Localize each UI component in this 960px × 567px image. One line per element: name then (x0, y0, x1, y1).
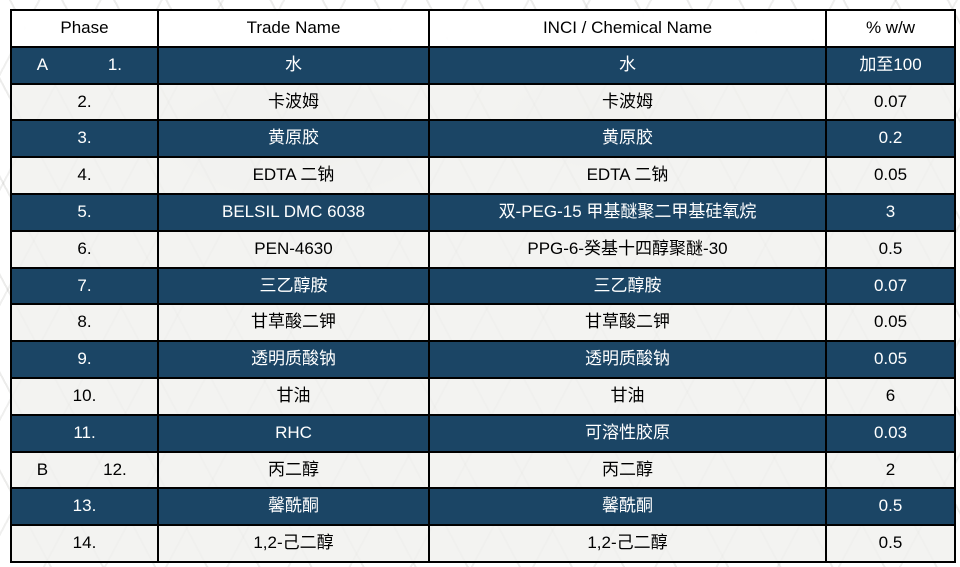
cell-percent-ww: 加至100 (825, 45, 956, 85)
table-body: A 1. 水水加至100 2. 卡波姆 卡波姆 0.07 3. 黄原胶 黄原胶 0.2 4. EDTA … (10, 45, 956, 563)
cell-percent-ww: 0.05 (825, 340, 956, 379)
cell-inci-chemical-name: 可溶性胶原 (428, 413, 827, 453)
cell-percent-ww: 0.5 (825, 487, 956, 527)
row-number: 13. (72, 496, 97, 516)
cell-inci-chemical-name: PPG-6-癸基十四醇聚醚-30 (428, 229, 827, 269)
table-row: 14. 1,2-己二醇 1,2-己二醇 0.5 (10, 524, 956, 563)
cell-percent-ww: 0.05 (825, 303, 956, 343)
cell-inci-chemical-name: 馨酰酮 (428, 487, 827, 527)
cell-inci-chemical-name: EDTA 二钠 (428, 156, 827, 195)
cell-phase: 9. (10, 340, 159, 379)
cell-inci-chemical-name: 黄原胶 (428, 119, 827, 159)
row-number: 3. (77, 128, 92, 148)
cell-phase: 13. (10, 487, 159, 527)
cell-phase: A 1. (10, 45, 159, 85)
header-row: Phase Trade Name INCI / Chemical Name % … (10, 9, 956, 48)
cell-phase: 8. (10, 303, 159, 343)
row-number: 8. (77, 312, 92, 332)
cell-phase: 14. (10, 524, 159, 563)
table-row: 7. 三乙醇胺 三乙醇胺 0.07 (10, 266, 956, 306)
cell-percent-ww: 0.5 (825, 229, 956, 269)
row-number: 10. (72, 386, 97, 406)
cell-phase: 4. (10, 156, 159, 195)
header-phase: Phase (10, 9, 159, 48)
cell-phase: 11. (10, 413, 159, 453)
cell-phase: 5. (10, 192, 159, 232)
phase-letter: B (36, 459, 49, 479)
cell-inci-chemical-name: 水 (428, 45, 827, 85)
cell-trade-name: 卡波姆 (157, 82, 430, 122)
cell-trade-name: 甘草酸二钾 (157, 303, 430, 343)
cell-percent-ww: 0.07 (825, 82, 956, 122)
table-row: 6. PEN-4630 PPG-6-癸基十四醇聚醚-30 0.5 (10, 229, 956, 269)
cell-percent-ww: 0.03 (825, 413, 956, 453)
cell-trade-name: RHC (157, 413, 430, 453)
cell-inci-chemical-name: 甘草酸二钾 (428, 303, 827, 343)
table-row: A 1. 水水加至100 (10, 45, 956, 85)
table-row: 11. RHC 可溶性胶原 0.03 (10, 413, 956, 453)
cell-percent-ww: 0.05 (825, 156, 956, 195)
phase-letter: A (36, 54, 49, 74)
row-number: 2. (77, 91, 92, 111)
cell-phase: 6. (10, 229, 159, 269)
header-trade-name: Trade Name (157, 9, 430, 48)
cell-trade-name: 馨酰酮 (157, 487, 430, 527)
cell-trade-name: EDTA 二钠 (157, 156, 430, 195)
cell-percent-ww: 0.2 (825, 119, 956, 159)
cell-trade-name: 黄原胶 (157, 119, 430, 159)
row-number: 11. (73, 422, 96, 442)
cell-inci-chemical-name: 透明质酸钠 (428, 340, 827, 379)
formulation-table: Phase Trade Name INCI / Chemical Name % … (10, 9, 956, 563)
table-row: 13. 馨酰酮 馨酰酮 0.5 (10, 487, 956, 527)
cell-percent-ww: 3 (825, 192, 956, 232)
cell-phase: B 12. (10, 450, 159, 490)
row-number: 4. (77, 165, 92, 185)
cell-phase: 2. (10, 82, 159, 122)
table-row: 10. 甘油 甘油 6 (10, 376, 956, 416)
cell-trade-name: 透明质酸钠 (157, 340, 430, 379)
table-row: 9. 透明质酸钠 透明质酸钠 0.05 (10, 340, 956, 379)
cell-inci-chemical-name: 三乙醇胺 (428, 266, 827, 306)
cell-trade-name: 三乙醇胺 (157, 266, 430, 306)
cell-phase: 10. (10, 376, 159, 416)
table-row: 8. 甘草酸二钾 甘草酸二钾 0.05 (10, 303, 956, 343)
table-row: 2. 卡波姆 卡波姆 0.07 (10, 82, 956, 122)
table-row: B 12. 丙二醇 丙二醇 2 (10, 450, 956, 490)
cell-trade-name: BELSIL DMC 6038 (157, 192, 430, 232)
row-number: 7. (77, 275, 92, 295)
cell-inci-chemical-name: 1,2-己二醇 (428, 524, 827, 563)
table-header: Phase Trade Name INCI / Chemical Name % … (10, 9, 956, 48)
cell-percent-ww: 6 (825, 376, 956, 416)
row-number: 6. (77, 238, 92, 258)
cell-phase: 7. (10, 266, 159, 306)
row-number: 12. (103, 459, 127, 479)
cell-trade-name: 水 (157, 45, 430, 85)
row-number: 9. (77, 349, 92, 369)
table-row: 4. EDTA 二钠 EDTA 二钠 0.05 (10, 156, 956, 195)
row-number: 1. (107, 54, 123, 74)
cell-inci-chemical-name: 双-PEG-15 甲基醚聚二甲基硅氧烷 (428, 192, 827, 232)
cell-trade-name: 1,2-己二醇 (157, 524, 430, 563)
table-row: 3. 黄原胶 黄原胶 0.2 (10, 119, 956, 159)
formulation-table-container: Phase Trade Name INCI / Chemical Name % … (10, 9, 956, 563)
cell-phase: 3. (10, 119, 159, 159)
cell-inci-chemical-name: 卡波姆 (428, 82, 827, 122)
row-number: 14. (72, 533, 97, 553)
cell-percent-ww: 2 (825, 450, 956, 490)
cell-percent-ww: 0.07 (825, 266, 956, 306)
cell-trade-name: PEN-4630 (157, 229, 430, 269)
cell-inci-chemical-name: 甘油 (428, 376, 827, 416)
cell-inci-chemical-name: 丙二醇 (428, 450, 827, 490)
header-inci-chemical-name: INCI / Chemical Name (428, 9, 827, 48)
cell-percent-ww: 0.5 (825, 524, 956, 563)
header-percent-ww: % w/w (825, 9, 956, 48)
row-number: 5. (77, 202, 92, 222)
cell-trade-name: 甘油 (157, 376, 430, 416)
cell-trade-name: 丙二醇 (157, 450, 430, 490)
table-row: 5. BELSIL DMC 6038 双-PEG-15 甲基醚聚二甲基硅氧烷 3 (10, 192, 956, 232)
